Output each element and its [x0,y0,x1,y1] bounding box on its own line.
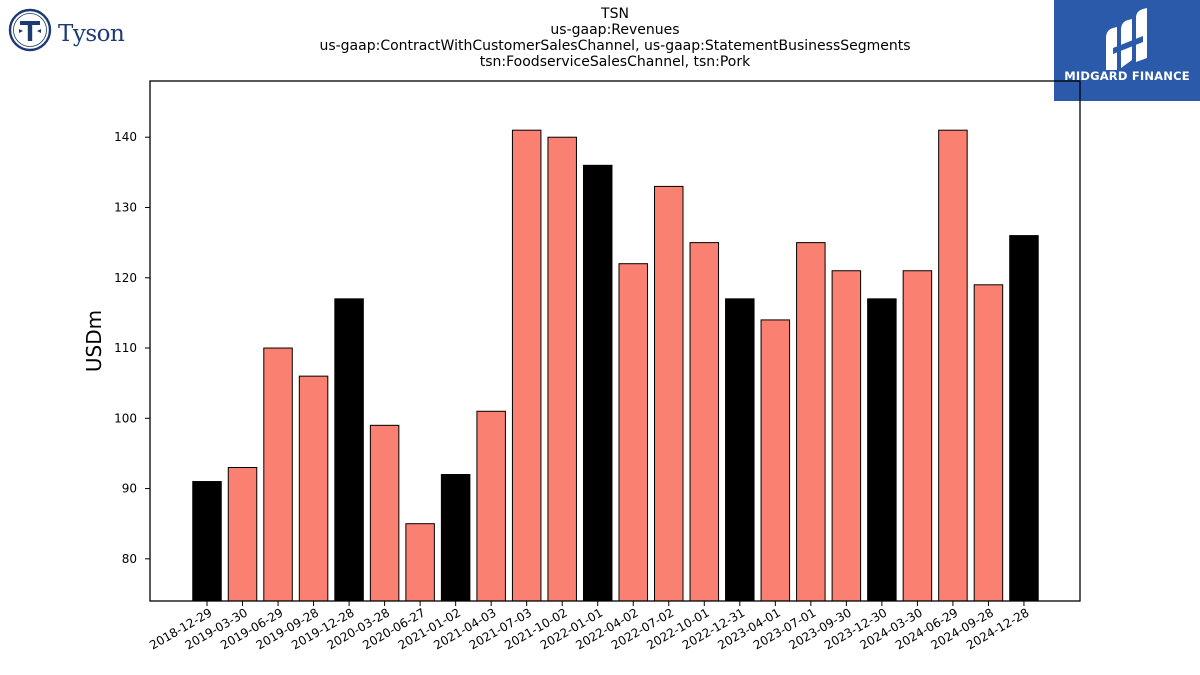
tyson-emblem-icon [8,8,52,52]
y-tick-label: 100 [114,411,137,425]
y-tick-label: 80 [122,552,137,566]
y-tick-label: 90 [122,482,137,496]
bar-2019-12-28 [334,298,364,602]
bar-2021-07-03 [511,129,542,602]
bar-2020-03-28 [369,424,400,602]
bar-2022-10-01 [689,242,720,602]
bar-2020-06-27 [405,523,435,602]
bar-2023-12-30 [867,298,897,602]
midgard-finance-mark-icon [1106,8,1147,70]
bar-2023-04-01 [760,319,791,602]
bar-2022-12-31 [725,298,755,602]
y-tick-label: 130 [114,200,137,214]
chart-title-line: us-gaap:Revenues [550,22,680,38]
midgard-finance-logo: MIDGARD FINANCE [1054,0,1200,101]
chart-title-line: tsn:FoodserviceSalesChannel, tsn:Pork [479,54,751,70]
bar-2021-10-02 [547,136,577,602]
y-axis-label: USDm [82,310,106,372]
bar-2023-07-01 [796,242,826,602]
midgard-finance-logo-text: MIDGARD FINANCE [1064,69,1190,83]
bar-2022-07-02 [654,185,684,602]
bar-2019-09-28 [298,375,329,602]
bar-2022-04-02 [618,263,648,602]
chart-title-line: us-gaap:ContractWithCustomerSalesChannel… [319,38,911,54]
y-tick-label: 120 [114,271,137,285]
bar-2024-06-29 [938,129,968,602]
y-tick-label: 140 [114,130,137,144]
chart-title-line: TSN [601,6,629,22]
plot-frame [149,80,1081,602]
bar-2019-06-29 [263,347,293,602]
bar-2019-03-30 [227,466,258,602]
bar-2023-09-30 [831,270,862,602]
y-tick-label: 110 [114,341,137,355]
bar-2022-01-01 [582,164,613,602]
tyson-logo-text: Tyson [58,21,125,47]
bar-2021-01-02 [440,474,471,602]
bar-2024-12-28 [1009,235,1039,602]
tyson-logo: Tyson [8,8,143,52]
chart-title: TSN us-gaap:Revenues us-gaap:ContractWit… [150,6,1080,70]
bar-2021-04-03 [476,410,506,602]
bar-2018-12-29 [192,481,222,602]
bar-2024-09-28 [973,284,1004,602]
bar-2024-03-30 [902,270,933,602]
